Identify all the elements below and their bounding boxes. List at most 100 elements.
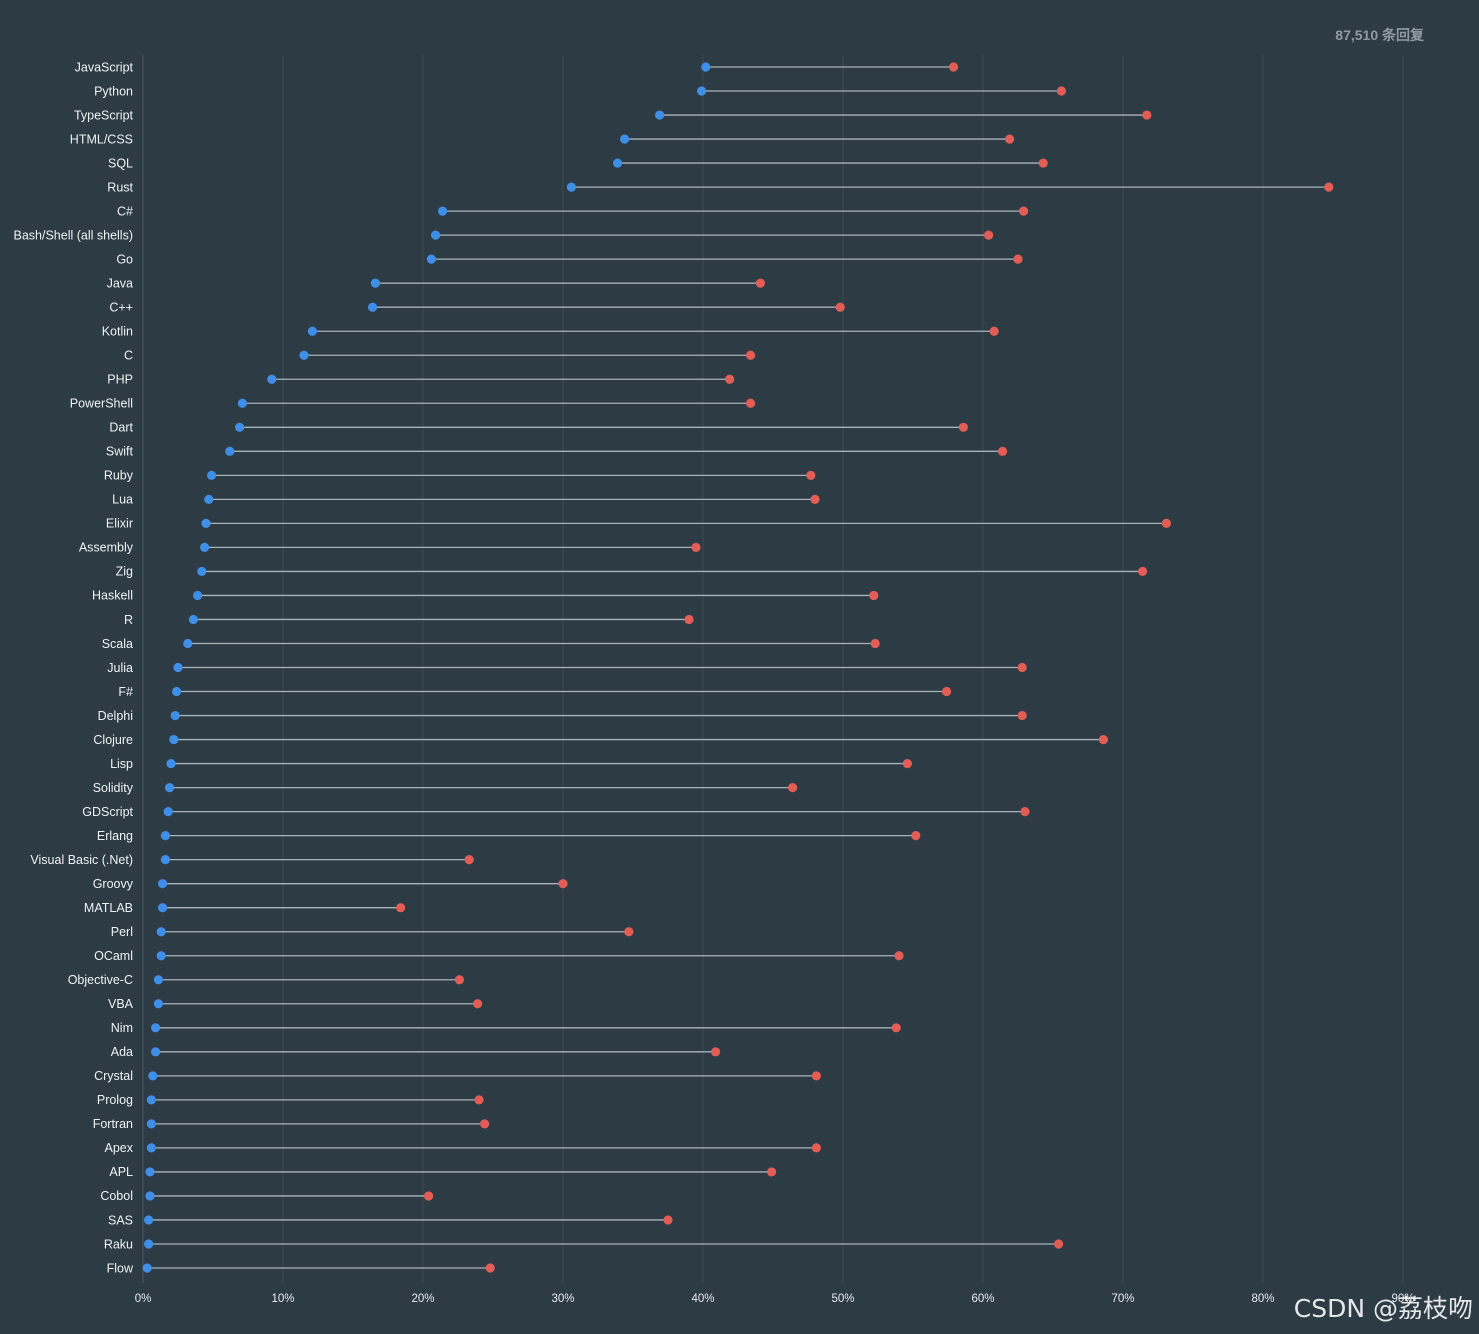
blue-point-lisp [166,758,176,769]
blue-point-haskell [193,590,203,601]
red-point-nim [891,1023,901,1033]
red-point-raku [1054,1239,1064,1249]
category-label-elixir: Elixir [106,517,133,531]
red-point-apex [811,1143,822,1153]
x-tick-label: 50% [831,1293,854,1305]
category-label-delphi: Delphi [98,709,133,723]
blue-point-matlab [158,903,168,913]
blue-point-ruby [207,470,217,480]
category-label-c-sharp: C# [117,204,133,218]
category-label-ocaml: OCaml [94,949,133,963]
blue-point-nim [151,1023,161,1033]
red-point-c-plus-plus [835,302,845,312]
category-label-matlab: MATLAB [84,901,133,915]
red-point-prolog [474,1095,484,1105]
blue-point-rust [566,182,577,192]
category-label-erlang: Erlang [97,829,133,843]
category-label-sql: SQL [108,156,133,170]
category-label-ruby: Ruby [104,469,134,483]
red-point-assembly [691,542,701,553]
blue-point-c-plus-plus [368,302,378,312]
blue-point-go [426,254,436,264]
blue-point-cobol [145,1191,155,1201]
red-point-vba [473,999,483,1009]
x-axis-ticks: 0% 10% 20% 30% 40% 50% 60% 70% 80% 90% [135,1293,1415,1305]
category-label-f-sharp: F# [118,685,133,699]
points [142,62,1334,1273]
blue-point-python [697,86,707,96]
x-tick-label: 20% [411,1293,434,1305]
red-point-elixir [1161,518,1171,528]
blue-point-assembly [200,542,210,553]
red-point-c-sharp [1019,206,1029,216]
red-point-go [1013,254,1023,264]
x-tick-label: 0% [135,1293,152,1305]
category-label-powershell: PowerShell [70,397,133,411]
category-label-r: R [124,613,133,627]
red-point-php [725,374,735,384]
red-point-erlang [911,831,921,841]
blue-point-r [188,614,198,625]
blue-point-flow [142,1263,152,1273]
category-label-raku: Raku [104,1237,133,1251]
category-label-lua: Lua [112,493,133,507]
category-label-go: Go [116,252,133,266]
red-point-solidity [788,783,798,793]
category-label-c: C [124,349,133,363]
x-tick-label: 70% [1111,1293,1134,1305]
blue-point-java [370,278,380,288]
category-label-lisp: Lisp [110,757,133,771]
red-point-lua [810,494,820,504]
blue-point-vba [153,999,163,1009]
category-label-gdscript: GDScript [82,805,133,819]
blue-point-powershell [237,398,247,408]
response-count: 87,510 条回复 [1335,27,1425,43]
blue-point-clojure [169,734,179,745]
category-label-apex: Apex [105,1141,134,1155]
category-label-haskell: Haskell [92,589,133,603]
red-point-swift [998,446,1008,456]
red-point-scala [870,638,880,649]
red-point-delphi [1017,710,1027,721]
blue-point-delphi [170,710,180,721]
red-point-r [684,614,694,625]
red-point-gdscript [1020,807,1030,817]
category-label-swift: Swift [106,445,134,459]
blue-point-typescript [655,110,665,120]
blue-point-apex [146,1143,156,1153]
category-label-rust: Rust [107,180,133,194]
blue-point-sas [144,1215,154,1225]
blue-point-visual-basic-net [160,855,170,865]
blue-point-erlang [160,831,170,841]
red-point-html-css [1005,134,1015,144]
blue-point-ada [151,1047,161,1057]
red-point-ada [711,1047,721,1057]
red-point-matlab [396,903,406,913]
red-point-c [746,350,756,360]
category-label-typescript: TypeScript [74,108,134,122]
blue-point-swift [225,446,235,456]
blue-point-raku [144,1239,154,1249]
category-label-julia: Julia [107,661,133,675]
category-label-groovy: Groovy [93,877,134,891]
blue-point-html-css [620,134,630,144]
blue-point-f-sharp [172,686,182,697]
category-label-prolog: Prolog [97,1093,133,1107]
category-labels: JavaScript Python TypeScript HTML/CSS SQL Rus… [14,60,134,1275]
category-label-objective-c: Objective-C [68,973,133,987]
category-label-vba: VBA [108,997,134,1011]
connectors [147,66,1329,1269]
red-point-zig [1138,566,1148,577]
blue-point-ocaml [156,951,166,961]
blue-point-c-sharp [438,206,448,216]
red-point-kotlin [989,326,999,336]
category-label-dart: Dart [109,421,133,435]
category-label-fortran: Fortran [93,1117,133,1131]
category-label-perl: Perl [111,925,133,939]
category-label-apl: APL [109,1165,133,1179]
blue-point-c [299,350,309,360]
blue-point-scala [183,638,193,649]
red-point-julia [1017,662,1027,673]
x-tick-label: 30% [551,1293,574,1305]
red-point-flow [485,1263,495,1273]
